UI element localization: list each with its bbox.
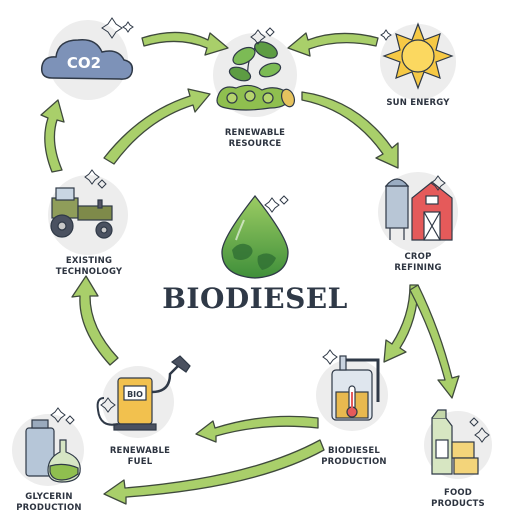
- arrow-biodiesel-to-glycerin: [103, 439, 325, 505]
- glycerin-icon: [25, 419, 81, 483]
- biodiesel-production-icon: [331, 355, 380, 421]
- renewable-resource-icon: [216, 41, 296, 111]
- crop-refining-icon: [384, 178, 453, 241]
- sparkle-decorations: [50, 17, 490, 443]
- arrow-fuel-to-technology: [71, 275, 119, 366]
- fuel-pump-icon: BIO: [96, 355, 191, 431]
- arrow-sun-to-resource: [287, 32, 379, 57]
- arrow-crop-to-food: [409, 284, 460, 399]
- label-sun-energy: SUN ENERGY: [386, 98, 450, 108]
- co2-cloud-icon: CO2: [40, 39, 134, 80]
- food-products-icon: [431, 409, 479, 475]
- cycle-arrows: [40, 31, 460, 505]
- label-biodiesel-production: BIODIESEL PRODUCTION: [321, 446, 387, 467]
- arrow-co2-to-resource: [141, 31, 229, 56]
- pump-label: BIO: [127, 390, 143, 399]
- co2-label: CO2: [67, 54, 101, 72]
- arrow-biodiesel-to-fuel: [195, 415, 319, 443]
- label-food-products: FOOD PRODUCTS: [431, 488, 485, 509]
- arrow-crop-to-biodiesel: [383, 284, 419, 363]
- arrow-resource-to-crop: [301, 91, 399, 169]
- label-existing-technology: EXISTING TECHNOLOGY: [55, 256, 123, 277]
- label-renewable-resource: RENEWABLE RESOURCE: [224, 128, 286, 149]
- label-renewable-fuel: RENEWABLE FUEL: [109, 446, 171, 467]
- globe-droplet-icon: [221, 194, 289, 279]
- label-glycerin-production: GLYCERIN PRODUCTION: [16, 492, 82, 513]
- arrow-technology-to-co2: [40, 99, 65, 173]
- label-crop-refining: CROP REFINING: [394, 252, 442, 273]
- diagram-title: BIODIESEL: [162, 282, 348, 315]
- tractor-icon: [50, 187, 113, 239]
- sun-icon: [382, 22, 454, 90]
- arrow-technology-to-resource: [103, 88, 211, 165]
